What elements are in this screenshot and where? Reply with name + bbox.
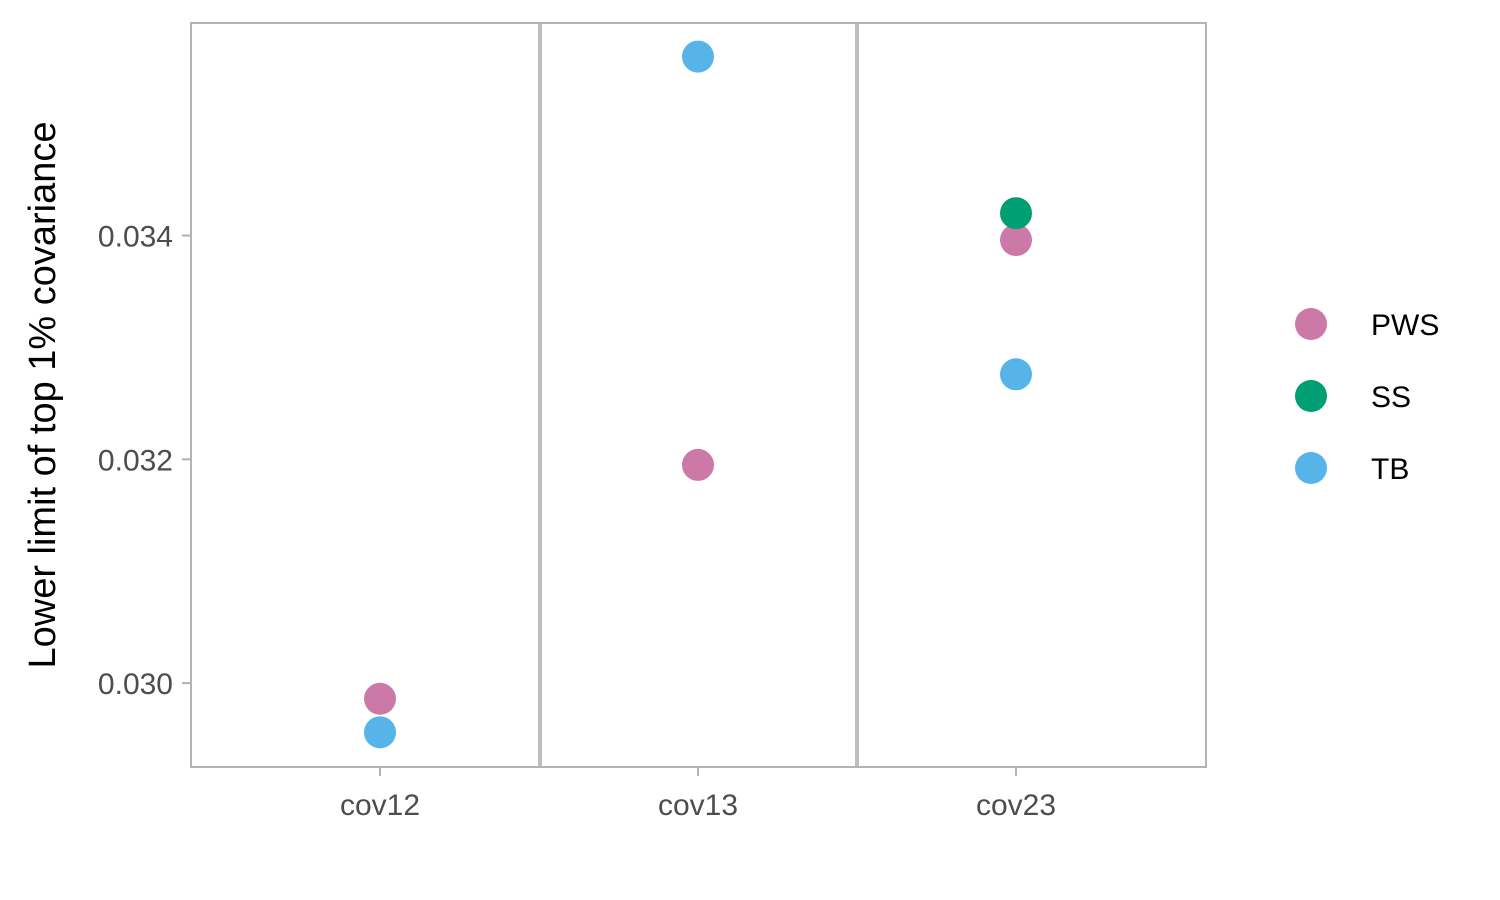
point-tb-cov13 <box>682 40 714 73</box>
legend-key-ss <box>1295 380 1327 412</box>
x-axis: cov12 cov13 cov23 <box>340 767 1056 822</box>
legend-key-pws <box>1295 308 1327 340</box>
category-separators <box>538 23 859 767</box>
point-pws-cov12 <box>364 682 396 715</box>
x-tick-label: cov13 <box>658 789 738 822</box>
legend-label-tb: TB <box>1371 453 1409 486</box>
y-axis: 0.030 0.032 0.034 <box>98 221 191 701</box>
point-pws-cov23 <box>1000 224 1032 257</box>
x-tick-label: cov23 <box>976 789 1056 822</box>
legend-label-ss: SS <box>1371 381 1411 414</box>
legend-label-pws: PWS <box>1371 309 1439 342</box>
point-tb-cov12 <box>364 716 396 749</box>
data-points <box>364 40 1032 749</box>
point-ss-cov23 <box>1000 197 1032 230</box>
legend-key-tb <box>1295 452 1327 484</box>
legend: PWS SS TB <box>1295 308 1439 486</box>
point-tb-cov23 <box>1000 358 1032 391</box>
x-tick-label: cov12 <box>340 789 420 822</box>
y-tick-label: 0.030 <box>98 668 173 701</box>
y-axis-title: Lower limit of top 1% covariance <box>22 121 64 668</box>
plot-panel-border <box>190 22 1207 768</box>
y-tick-label: 0.032 <box>98 444 173 477</box>
point-pws-cov13 <box>682 448 714 481</box>
y-tick-label: 0.034 <box>98 221 173 254</box>
